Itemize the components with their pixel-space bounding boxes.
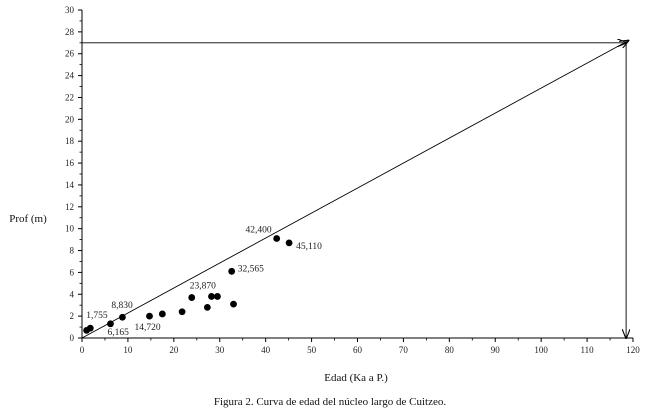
x-tick-label: 120 — [626, 345, 640, 355]
point-label: 45,110 — [296, 242, 322, 252]
y-tick-label: 8 — [70, 246, 75, 256]
data-point — [214, 293, 221, 300]
y-tick-label: 2 — [70, 311, 75, 321]
y-tick-label: 24 — [65, 71, 75, 81]
x-tick-label: 40 — [261, 345, 271, 355]
data-points — [83, 235, 293, 334]
x-tick-label: 70 — [399, 345, 409, 355]
trend-line — [81, 41, 628, 339]
y-axis-title: Prof (m) — [9, 213, 47, 225]
point-label: 23,870 — [190, 282, 216, 292]
x-tick-label: 100 — [534, 345, 548, 355]
point-label: 32,565 — [238, 264, 264, 274]
figure-caption: Figura 2. Curva de edad del núcleo largo… — [214, 396, 447, 408]
x-axis-title: Edad (Ka a P.) — [324, 372, 388, 384]
y-tick-label: 20 — [65, 114, 75, 124]
point-label: 1,755 — [86, 311, 108, 321]
x-tick-label: 110 — [580, 345, 594, 355]
point-label: 42,400 — [246, 226, 272, 236]
data-point — [228, 267, 236, 275]
chart-lines — [81, 41, 628, 339]
y-tick-label: 0 — [70, 333, 75, 343]
y-tick-label: 26 — [65, 49, 75, 59]
point-labels: 1,755 6,165 8,830 14,720 23,870 32,565 42,400 4… — [86, 226, 322, 338]
x-tick-label: 20 — [169, 345, 179, 355]
data-point — [273, 235, 281, 242]
x-tick-label: 60 — [353, 345, 363, 355]
y-tick-label: 10 — [65, 224, 75, 234]
x-tick-label: 0 — [80, 345, 85, 355]
data-point — [208, 293, 215, 300]
data-point — [188, 294, 196, 301]
data-point — [146, 312, 153, 320]
data-point — [158, 310, 166, 318]
data-point — [203, 303, 211, 311]
point-label: 8,830 — [111, 301, 133, 311]
y-tick-label: 30 — [65, 5, 75, 15]
x-tick-label: 80 — [445, 345, 455, 355]
y-tick-label: 14 — [65, 180, 75, 190]
data-point — [107, 320, 114, 328]
y-tick-label: 16 — [65, 158, 75, 168]
y-tick-label: 22 — [65, 92, 74, 102]
y-tick-label: 4 — [70, 289, 75, 299]
y-tick-label: 12 — [65, 202, 74, 212]
y-tick-label: 18 — [65, 136, 75, 146]
data-point — [285, 239, 293, 247]
data-point — [178, 308, 186, 316]
x-tick-label: 30 — [215, 345, 225, 355]
axes — [81, 10, 633, 339]
x-axis-ticks: 0 10 20 30 40 50 60 70 80 90 100 110 120 — [80, 338, 640, 355]
data-point — [230, 300, 237, 308]
y-tick-label: 6 — [70, 267, 75, 277]
x-tick-label: 10 — [123, 345, 133, 355]
x-tick-label: 90 — [491, 345, 501, 355]
point-label: 14,720 — [134, 323, 160, 333]
y-tick-label: 28 — [65, 27, 75, 37]
x-tick-label: 50 — [307, 345, 317, 355]
point-label: 6,165 — [107, 328, 129, 338]
data-point — [86, 324, 94, 332]
data-point — [119, 313, 126, 321]
